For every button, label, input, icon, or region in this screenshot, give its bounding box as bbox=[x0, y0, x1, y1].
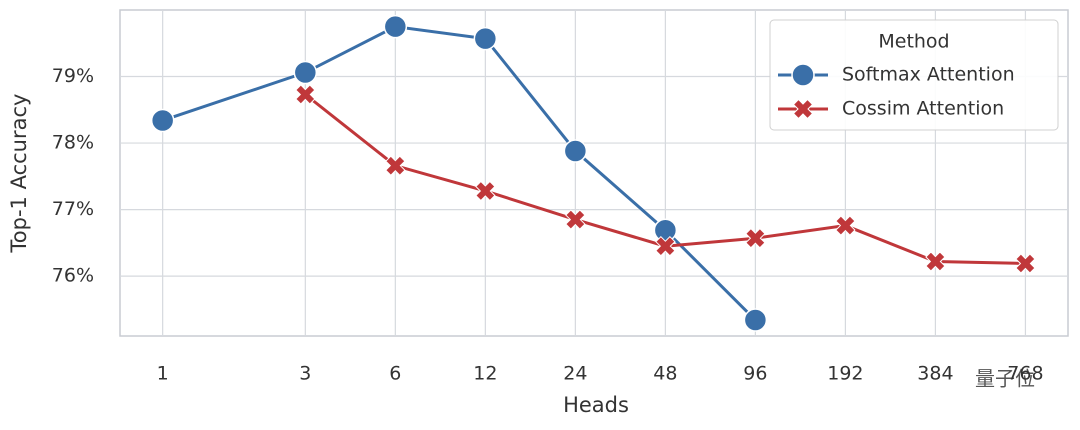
legend-marker bbox=[792, 98, 814, 120]
point bbox=[563, 139, 588, 163]
x-tick-label: 12 bbox=[473, 363, 497, 385]
x-axis-label: Heads bbox=[563, 393, 629, 417]
point bbox=[473, 26, 498, 51]
point bbox=[655, 235, 676, 257]
marks bbox=[150, 14, 1036, 332]
point bbox=[293, 60, 318, 85]
point bbox=[475, 180, 496, 202]
x-tick-label: 3 bbox=[299, 363, 311, 385]
point bbox=[743, 308, 768, 332]
x-tick-label: 192 bbox=[827, 363, 863, 385]
x-tick-label: 6 bbox=[389, 363, 401, 385]
point bbox=[925, 251, 946, 272]
point bbox=[385, 155, 406, 176]
y-axis-label: Top-1 Accuracy bbox=[7, 94, 31, 254]
point bbox=[150, 108, 175, 133]
point bbox=[745, 227, 766, 249]
legend-label: Cossim Attention bbox=[842, 98, 1004, 120]
y-tick-label: 78% bbox=[52, 132, 94, 154]
y-tick-label: 76% bbox=[52, 265, 94, 287]
x-tick-label: 768 bbox=[1007, 363, 1043, 385]
x-tick-label: 24 bbox=[563, 363, 587, 385]
legend-marker bbox=[791, 63, 815, 87]
x-tick-label: 96 bbox=[743, 363, 767, 385]
y-tick-label: 77% bbox=[52, 198, 94, 220]
x-tick-label: 384 bbox=[917, 363, 953, 385]
legend-label: Softmax Attention bbox=[842, 64, 1015, 86]
point bbox=[565, 209, 586, 230]
x-tick-label: 48 bbox=[653, 363, 677, 385]
watermark: 量子位 bbox=[975, 367, 1035, 391]
x-tick-label: 1 bbox=[157, 363, 169, 385]
y-tick-label: 79% bbox=[52, 65, 94, 87]
legend: Method Softmax Attention Cossim Attention bbox=[769, 19, 1059, 131]
point bbox=[383, 14, 408, 39]
point bbox=[1015, 253, 1036, 274]
point bbox=[295, 84, 316, 105]
legend-box bbox=[769, 19, 1059, 131]
point bbox=[653, 218, 678, 242]
point bbox=[835, 215, 856, 236]
legend-title: Method bbox=[878, 31, 949, 53]
